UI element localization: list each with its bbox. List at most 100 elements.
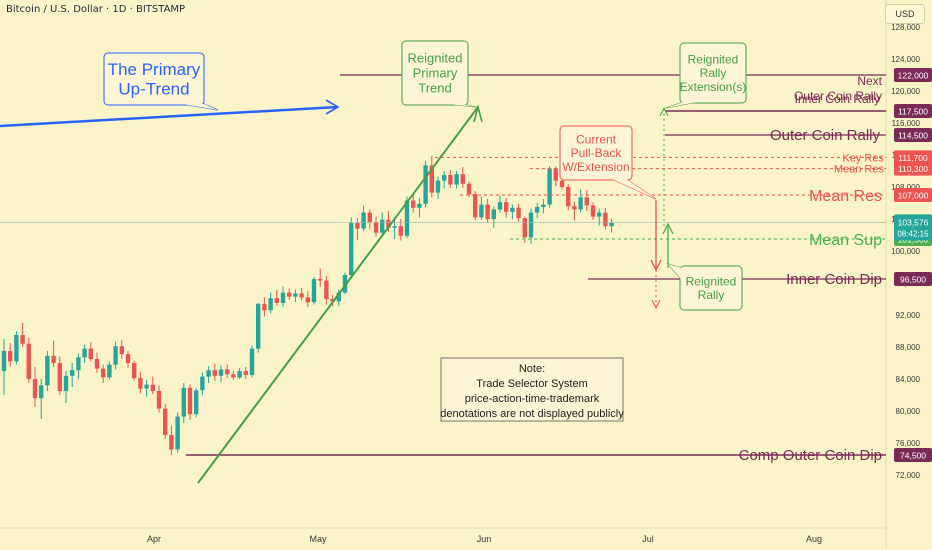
candle-body	[156, 391, 162, 409]
candle-body	[516, 207, 521, 219]
price-badge-bg	[894, 161, 932, 176]
candle-body	[541, 204, 546, 207]
note-line: denotations are not displayed publicly	[440, 408, 624, 420]
candle-body	[26, 343, 31, 379]
candle-body	[342, 275, 348, 293]
candle-body	[590, 205, 596, 217]
candle-body	[553, 168, 558, 181]
price-badge: 74,500	[900, 451, 926, 461]
candle-body	[88, 348, 93, 359]
x-tick-label: Jul	[642, 534, 654, 544]
candle-body	[212, 370, 217, 376]
level-label: Key Res	[842, 152, 884, 164]
callout-reignited-rally-box	[679, 265, 743, 311]
candle-body	[57, 363, 62, 391]
candle-body	[249, 348, 255, 375]
y-tick-label: 72,000	[896, 471, 921, 480]
level-label: Comp Outer Coin Dip	[739, 447, 882, 464]
candle-body	[566, 187, 571, 207]
candle-body	[460, 174, 465, 184]
callout-reignited-primary-line: Trend	[418, 81, 451, 96]
candle-body	[206, 370, 211, 377]
candle-body	[466, 183, 472, 195]
candle-body	[262, 303, 267, 311]
candle-body	[392, 226, 397, 228]
candle-body	[20, 335, 25, 344]
candle-body	[144, 384, 149, 389]
price-badge: 122,000	[898, 71, 929, 81]
candle-body	[125, 354, 131, 363]
candle-body	[609, 223, 614, 227]
candle-body	[101, 368, 106, 378]
note-box-border	[440, 357, 624, 422]
candle-body	[63, 375, 69, 391]
reignited-trend-arrowhead	[473, 103, 483, 123]
level-label: Next	[857, 74, 882, 88]
candle-body	[45, 355, 50, 386]
candle-body	[578, 197, 583, 210]
candle-body	[200, 376, 205, 391]
y-tick-label: 108,000	[891, 183, 920, 192]
candle-body	[491, 209, 496, 219]
price-badge-bg	[894, 272, 932, 286]
candle-body	[218, 369, 224, 376]
callout-reignited-primary-tail-fill	[448, 104, 476, 107]
y-tick-label: 92,000	[896, 311, 921, 320]
candle-body	[547, 168, 552, 205]
candle-body	[435, 180, 441, 193]
candle-body	[1, 351, 7, 371]
callout-current-pullback-line: Current	[576, 132, 617, 146]
candle-body	[274, 298, 279, 303]
x-tick-label: May	[309, 534, 327, 544]
callout-current-pullback-tail-fill	[612, 179, 656, 199]
candle-body	[603, 212, 608, 227]
note-line: price-action-time-trademark	[465, 393, 600, 405]
candle-body	[132, 363, 137, 379]
candle-body	[175, 416, 180, 450]
price-badge-bg	[894, 150, 932, 165]
x-tick-label: Jun	[477, 534, 492, 544]
currency-button[interactable]: USD	[885, 4, 925, 24]
candle-body	[181, 387, 186, 417]
candle-body	[311, 279, 317, 303]
price-badge-bg	[894, 448, 932, 462]
candle-body	[138, 378, 143, 389]
candle-body	[32, 379, 38, 399]
level-label: Outer Coin Rally	[794, 89, 882, 103]
candle-body	[76, 357, 81, 371]
candle-body	[398, 226, 403, 236]
y-tick-label: 116,000	[892, 119, 921, 128]
candle-body	[473, 194, 478, 218]
level-label: Inner Coin Rally	[795, 92, 880, 106]
candle-body	[361, 212, 366, 229]
rally-extension-arrowhead	[659, 106, 669, 117]
candle-body	[318, 279, 323, 281]
candle-body	[268, 298, 273, 311]
callout-reignited-extension-line: Extension(s)	[680, 80, 747, 94]
candle-body	[380, 219, 385, 233]
callout-reignited-rally-line: Rally	[698, 288, 725, 302]
callout-reignited-extension-tail-fill	[666, 102, 697, 108]
x-tick-label: Aug	[806, 534, 822, 544]
candle-body	[404, 200, 410, 236]
candle-body	[39, 385, 44, 399]
candle-body	[497, 202, 503, 210]
callout-reignited-rally-tail-fill	[668, 264, 682, 280]
candle-body	[119, 346, 124, 355]
callout-primary-uptrend-line: The Primary	[108, 60, 201, 79]
candle-body	[485, 204, 490, 219]
level-label: Inner Coin Dip	[786, 271, 882, 288]
candle-body	[51, 355, 56, 363]
callout-primary-uptrend-line: Up-Trend	[118, 80, 189, 99]
candle-body	[293, 293, 298, 297]
price-badge: 110,300	[898, 164, 928, 174]
candle-body	[597, 212, 602, 217]
price-badge-bg	[894, 188, 932, 202]
candle-body	[150, 384, 155, 391]
